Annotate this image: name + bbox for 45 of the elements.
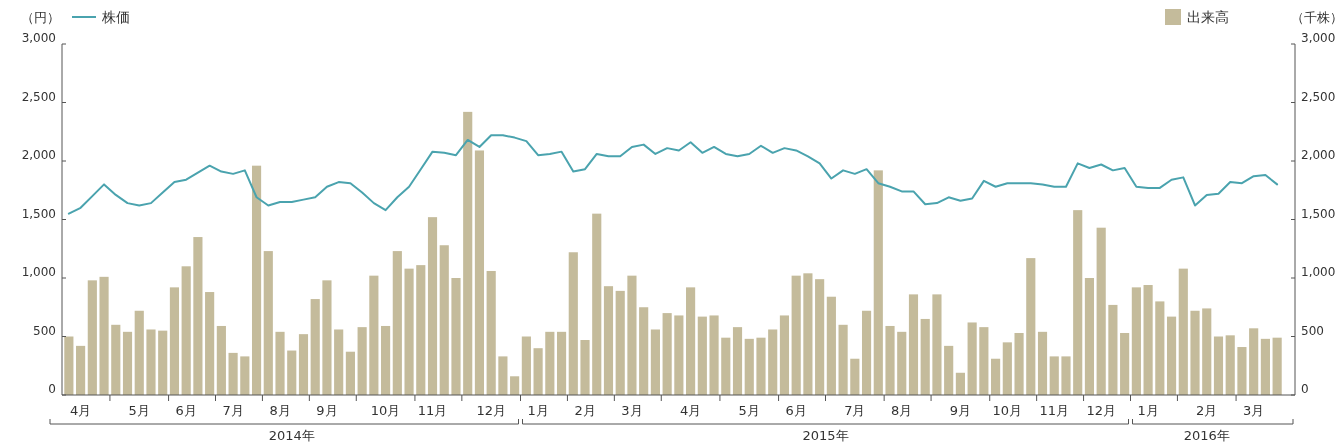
x-tick-label: 5月 [738, 403, 760, 418]
x-tick-label: 4月 [69, 403, 92, 418]
x-tick-label: 7月 [844, 403, 866, 418]
y-tick-label: 3,000 [21, 31, 56, 45]
y2-tick-label: 3,000 [1301, 31, 1336, 45]
x-tick-label: 11月 [417, 403, 448, 418]
y2-tick-label: 0 [1301, 382, 1309, 396]
x-tick-label: 12月 [1086, 403, 1116, 418]
x-tick-label: 8月 [891, 403, 913, 418]
y-axis-title: （円） [20, 10, 60, 25]
x-tick-label: 6月 [785, 403, 807, 418]
text: 2016年 [1183, 428, 1230, 443]
x-tick-label: 8月 [269, 403, 291, 418]
x-tick-label: 9月 [949, 403, 972, 418]
x-tick-label: 12月 [476, 403, 506, 418]
y-tick-label: 0 [48, 382, 56, 396]
y-tick-label: 500 [33, 323, 56, 338]
x-tick-label: 3月 [621, 403, 643, 418]
x-tick-label: 5月 [128, 403, 150, 418]
y2-axis-title: （千株） [1291, 10, 1341, 25]
y-tick-label: 1,500 [21, 206, 56, 221]
y-tick-label: 1,000 [21, 265, 56, 279]
x-tick-label: 1月 [1137, 403, 1159, 418]
x-tick-label: 10月 [992, 403, 1023, 418]
x-tick-label: 2月 [574, 403, 596, 418]
legend-label: 株価 [101, 9, 130, 25]
y-tick-label: 2,500 [21, 89, 56, 104]
y2-tick-label: 2,500 [1301, 89, 1336, 104]
x-tick-label: 9月 [316, 403, 338, 418]
x-tick-label: 4月 [679, 403, 702, 418]
x-tick-label: 7月 [222, 403, 244, 418]
x-tick-label: 3月 [1243, 403, 1265, 418]
text: 2015年 [802, 428, 849, 443]
x-tick-label: 11月 [1039, 403, 1070, 418]
x-tick-label: 2月 [1196, 403, 1218, 418]
text: 2014年 [268, 428, 315, 443]
y2-tick-label: 2,000 [1301, 148, 1336, 162]
x-tick-label: 6月 [175, 403, 197, 418]
y2-tick-label: 500 [1301, 323, 1324, 338]
y-tick-label: 2,000 [21, 148, 56, 162]
y2-tick-label: 1,500 [1301, 206, 1336, 221]
y2-tick-label: 1,000 [1301, 265, 1336, 279]
legend-label: 出来高 [1187, 9, 1229, 25]
x-tick-label: 10月 [370, 403, 401, 418]
x-tick-label: 1月 [527, 403, 549, 418]
